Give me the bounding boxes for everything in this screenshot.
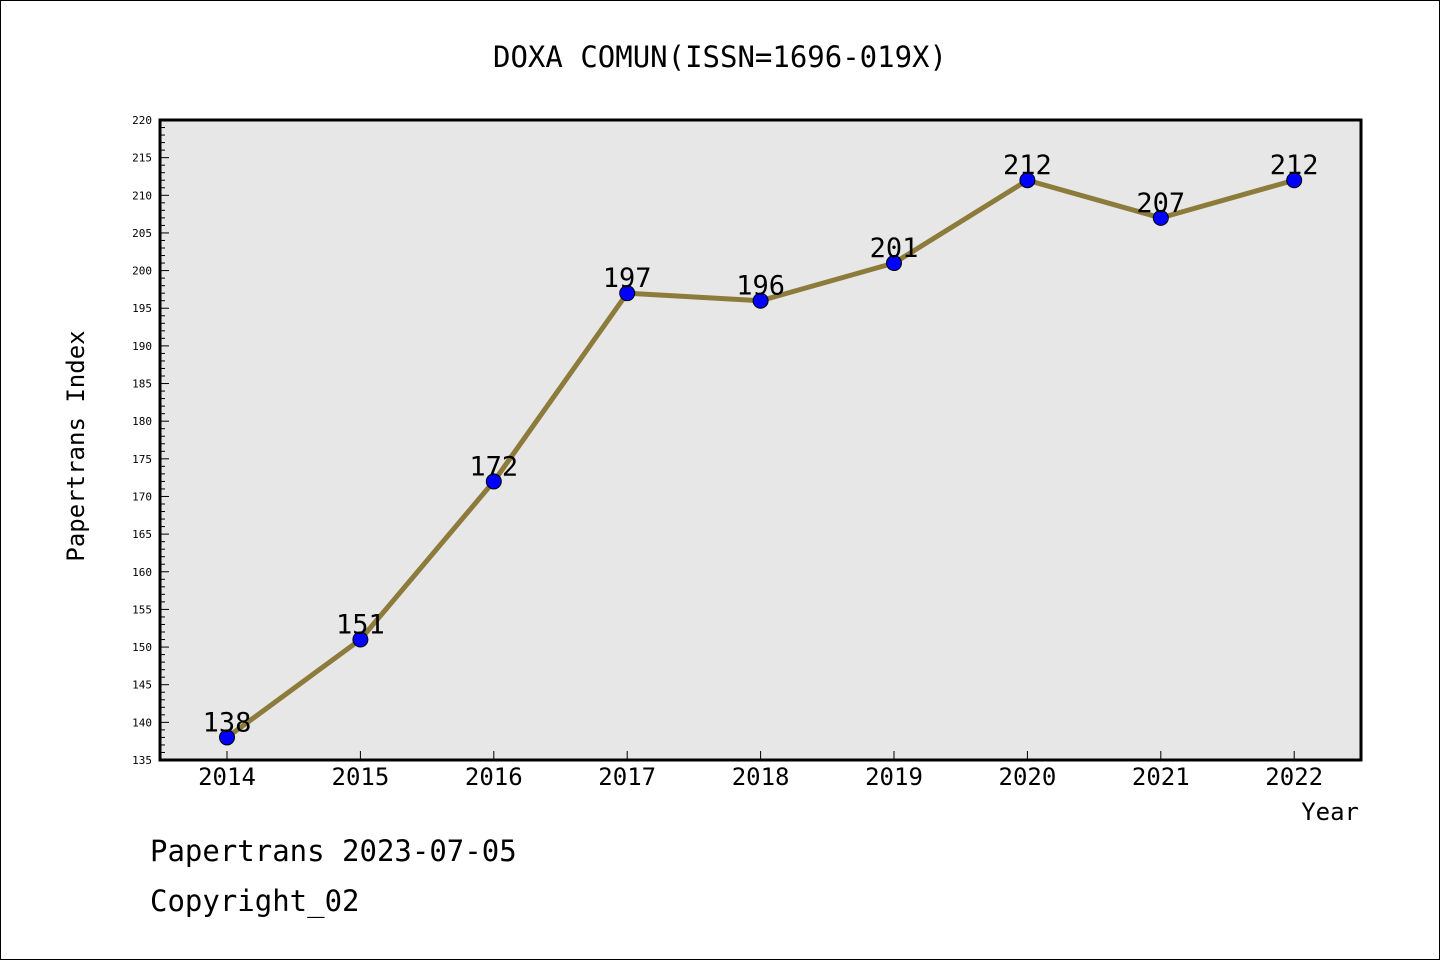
data-point — [619, 285, 636, 302]
y-tick-label: 190 — [132, 340, 152, 353]
data-label: 151 — [336, 610, 385, 641]
footer-copyright: Copyright_02 — [150, 884, 360, 918]
chart-title: DOXA COMUN(ISSN=1696-019X) — [493, 40, 947, 74]
data-label: 212 — [1270, 150, 1319, 181]
y-tick-label: 185 — [132, 378, 152, 391]
data-label: 196 — [736, 271, 785, 302]
y-axis-ticks: 135 140 145 150 155 160 165 170 175 180 185 190 195 2… — [132, 114, 169, 767]
x-tick-label: 2021 — [1132, 763, 1190, 791]
y-tick-label: 155 — [132, 603, 152, 616]
y-tick-label: 145 — [132, 679, 152, 692]
data-point — [219, 729, 235, 746]
x-tick-label: 2015 — [332, 763, 390, 791]
data-point — [1019, 172, 1036, 189]
y-axis-label: Papertrans Index — [62, 330, 90, 561]
x-tick-label: 2022 — [1265, 763, 1323, 791]
data-label: 201 — [870, 233, 919, 264]
y-tick-label: 140 — [132, 716, 152, 729]
x-tick-label: 2016 — [465, 763, 523, 791]
y-tick-label: 220 — [132, 114, 152, 127]
series-layer: 138 151 172 197 196 201 212 207 212 — [203, 150, 1319, 746]
y-tick-label: 210 — [132, 189, 152, 202]
y-tick-label: 175 — [132, 453, 152, 466]
y-tick-label: 135 — [132, 754, 152, 767]
y-tick-label: 150 — [132, 641, 152, 654]
data-point — [1286, 172, 1303, 189]
data-label: 138 — [203, 707, 252, 738]
x-tick-label: 2018 — [732, 763, 790, 791]
y-tick-label: 180 — [132, 415, 152, 428]
x-axis-ticks: 2014 2015 2016 2017 2018 2019 2020 2021 2022 — [198, 751, 1323, 791]
x-tick-label: 2019 — [865, 763, 923, 791]
y-tick-label: 160 — [132, 566, 152, 579]
data-point — [1152, 209, 1169, 226]
y-tick-label: 205 — [132, 227, 152, 240]
plot-area — [160, 120, 1361, 760]
data-label: 172 — [469, 451, 518, 482]
data-label: 197 — [603, 263, 652, 294]
y-tick-label: 170 — [132, 490, 152, 503]
y-tick-label: 165 — [132, 528, 152, 541]
footer-date: Papertrans 2023-07-05 — [150, 834, 517, 868]
y-tick-label: 215 — [132, 152, 152, 165]
x-axis-label: Year — [1301, 798, 1359, 826]
y-tick-label: 200 — [132, 265, 152, 278]
data-label: 212 — [1003, 150, 1052, 181]
data-point — [352, 631, 369, 648]
x-tick-label: 2020 — [999, 763, 1057, 791]
plot-border — [158, 118, 1363, 762]
data-label: 207 — [1136, 188, 1185, 219]
data-point — [752, 292, 769, 309]
y-tick-label: 195 — [132, 302, 152, 315]
x-tick-label: 2017 — [598, 763, 656, 791]
x-tick-label: 2014 — [198, 763, 256, 791]
data-point — [485, 473, 502, 490]
data-point — [886, 255, 902, 272]
